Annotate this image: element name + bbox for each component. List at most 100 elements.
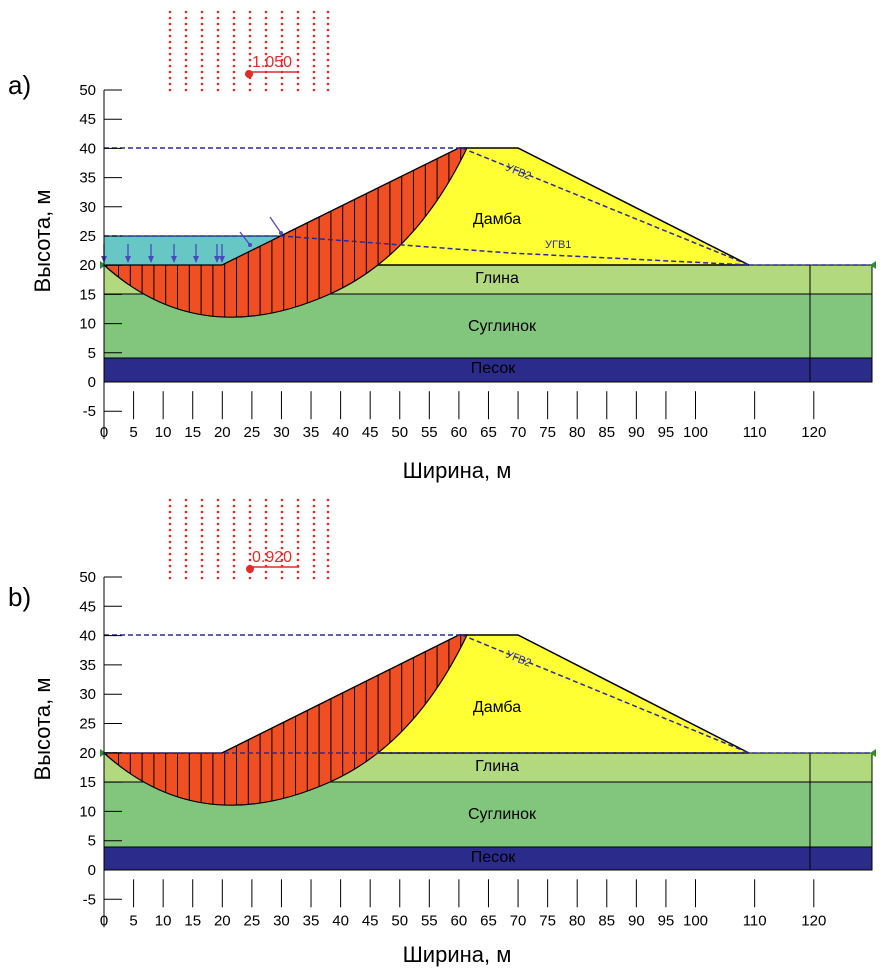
x-tick-label: 110 (743, 912, 767, 929)
grid-point (312, 498, 316, 502)
grid-point (248, 34, 252, 38)
grid-point (200, 88, 204, 92)
grid-point (312, 534, 316, 538)
grid-point (264, 570, 268, 574)
grid-point (296, 576, 300, 580)
grid-point (296, 516, 300, 520)
x-tick-label: 15 (184, 424, 201, 441)
grid-point (200, 546, 204, 550)
grid-point (232, 10, 236, 14)
grid-point (216, 16, 220, 20)
pressure-arrowhead (214, 256, 220, 263)
x-tick-label: 95 (658, 424, 675, 441)
grid-point (296, 34, 300, 38)
grid-point (312, 522, 316, 526)
grid-point (200, 504, 204, 508)
grid-point (200, 534, 204, 538)
grid-point (248, 504, 252, 508)
grid-point (326, 546, 330, 550)
grid-point (296, 10, 300, 14)
grid-point (232, 34, 236, 38)
grid-point (216, 22, 220, 26)
grid-point (312, 528, 316, 532)
grid-point (200, 82, 204, 86)
grid-point (296, 558, 300, 562)
grid-point (280, 570, 284, 574)
grid-point (326, 522, 330, 526)
grid-point (232, 540, 236, 544)
grid-point (216, 516, 220, 520)
y-axis-title: Высота, м (30, 190, 55, 293)
grid-point (168, 88, 172, 92)
grid-point (216, 510, 220, 514)
grid-point (200, 510, 204, 514)
y-tick-label: 50 (79, 82, 96, 99)
grid-point (248, 522, 252, 526)
pressure-arrowhead (279, 231, 283, 235)
grid-point (232, 516, 236, 520)
y-tick-label: 35 (79, 170, 96, 187)
grid-point (326, 52, 330, 56)
y-tick-label: 0 (88, 862, 96, 879)
grid-point (216, 576, 220, 580)
grid-point (232, 22, 236, 26)
grid-point (264, 40, 268, 44)
grid-point (248, 82, 252, 86)
grid-point (232, 522, 236, 526)
phreatic-line-ugv1 (104, 235, 750, 266)
x-tick-label: 55 (421, 912, 438, 929)
grid-point (264, 510, 268, 514)
grid-point (326, 558, 330, 562)
grid-point (200, 76, 204, 80)
grid-point (248, 40, 252, 44)
y-tick-label: -5 (83, 403, 96, 420)
grid-point (248, 546, 252, 550)
grid-point (248, 534, 252, 538)
x-tick-label: 25 (244, 424, 261, 441)
grid-point (232, 546, 236, 550)
grid-point (280, 534, 284, 538)
grid-point (168, 64, 172, 68)
grid-point (296, 540, 300, 544)
grid-point (312, 540, 316, 544)
grid-point (216, 64, 220, 68)
grid-point (326, 88, 330, 92)
grid-point (296, 504, 300, 508)
grid-point (296, 58, 300, 62)
grid-point (264, 52, 268, 56)
grid-point (184, 534, 188, 538)
y-tick-label: 40 (79, 628, 96, 645)
grid-point (248, 64, 252, 68)
grid-point (312, 58, 316, 62)
grid-point (280, 22, 284, 26)
grid-point (280, 46, 284, 50)
grid-point (168, 564, 172, 568)
grid-point (312, 28, 316, 32)
x-tick-label: 20 (214, 424, 231, 441)
x-tick-label: 45 (362, 424, 379, 441)
x-tick-label: 60 (451, 424, 468, 441)
pressure-arrowhead (219, 256, 225, 263)
grid-point (296, 46, 300, 50)
grid-point (232, 46, 236, 50)
grid-point (326, 570, 330, 574)
grid-point (296, 76, 300, 80)
grid-point (248, 16, 252, 20)
y-tick-label: 25 (79, 716, 96, 733)
grid-point (296, 28, 300, 32)
sand-label: Песок (471, 849, 516, 866)
y-tick-label: 30 (79, 199, 96, 216)
grid-point (248, 498, 252, 502)
x-axis-title: Ширина, м (403, 458, 512, 483)
grid-point (312, 16, 316, 20)
grid-point (232, 16, 236, 20)
grid-point (168, 28, 172, 32)
grid-point (326, 510, 330, 514)
grid-point (312, 46, 316, 50)
y-tick-label: 20 (79, 745, 96, 762)
grid-point (168, 570, 172, 574)
grid-point (296, 64, 300, 68)
x-tick-label: 65 (480, 424, 497, 441)
grid-point (296, 40, 300, 44)
